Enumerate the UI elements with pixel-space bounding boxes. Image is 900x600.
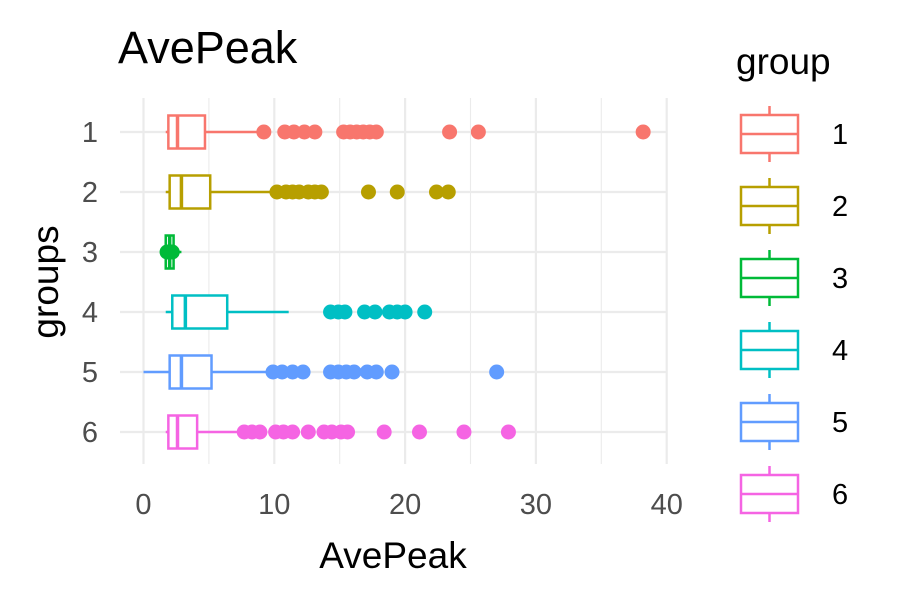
y-tick-label: 5 [82, 357, 98, 389]
legend-key-2: 2 [739, 178, 848, 234]
box-iqr [167, 414, 199, 450]
outlier-point [442, 124, 458, 140]
box-iqr [168, 354, 213, 390]
box-group-2 [165, 174, 456, 210]
outlier-point [274, 364, 290, 380]
legend-label: 2 [832, 191, 848, 223]
y-tick-label: 2 [82, 177, 98, 209]
box-group-6 [165, 414, 516, 450]
outlier-point [256, 124, 272, 140]
box-group-5 [143, 354, 505, 390]
y-tick-labels: 1 2 3 4 5 6 [82, 117, 98, 449]
outlier-point [367, 304, 383, 320]
legend-label: 4 [832, 335, 848, 367]
outlier-point [313, 184, 329, 200]
x-tick-labels: 0 10 20 30 40 [135, 489, 682, 521]
outlier-point [286, 124, 302, 140]
y-tick-label: 4 [82, 297, 98, 329]
outlier-point [360, 184, 376, 200]
outlier-point [411, 424, 427, 440]
outlier-point [384, 364, 400, 380]
outlier-point [635, 124, 651, 140]
box-iqr [168, 174, 212, 210]
legend-key-1: 1 [739, 106, 848, 162]
x-tick-label: 20 [389, 489, 421, 521]
legend-label: 1 [832, 119, 848, 151]
outlier-point [470, 124, 486, 140]
box-iqr [171, 294, 229, 330]
legend-key-5: 5 [739, 394, 848, 450]
box-group-4 [165, 294, 433, 330]
legend-label: 6 [832, 479, 848, 511]
y-tick-label: 3 [82, 237, 98, 269]
outlier-point [300, 424, 316, 440]
outlier-point [417, 304, 433, 320]
outlier-point [428, 184, 444, 200]
grid-lines [120, 98, 668, 464]
outlier-point [397, 304, 413, 320]
outlier-point [295, 364, 311, 380]
outlier-point [164, 244, 180, 260]
box-series [143, 114, 651, 450]
legend-key-3: 3 [739, 250, 848, 306]
x-tick-label: 0 [135, 489, 151, 521]
outlier-point [346, 364, 362, 380]
x-tick-label: 30 [520, 489, 552, 521]
outlier-point [340, 424, 356, 440]
box-group-1 [165, 114, 651, 150]
outlier-point [357, 304, 373, 320]
outlier-point [337, 304, 353, 320]
outlier-point [389, 184, 405, 200]
outlier-point [500, 424, 516, 440]
legend: 1 2 3 4 5 6 [739, 106, 848, 522]
x-tick-label: 10 [258, 489, 290, 521]
y-axis-title: groups [25, 225, 66, 338]
y-tick-label: 1 [82, 117, 98, 149]
outlier-point [252, 424, 268, 440]
legend-key-6: 6 [739, 466, 848, 522]
outlier-point [489, 364, 505, 380]
y-tick-label: 6 [82, 417, 98, 449]
x-axis-title: AvePeak [319, 535, 467, 576]
outlier-point [307, 124, 323, 140]
outlier-point [440, 184, 456, 200]
outlier-point [296, 124, 312, 140]
outlier-point [376, 424, 392, 440]
legend-title: group [736, 41, 831, 82]
outlier-point [285, 364, 301, 380]
x-tick-label: 40 [651, 489, 683, 521]
box-group-3 [159, 234, 182, 270]
legend-label: 5 [832, 407, 848, 439]
outlier-point [456, 424, 472, 440]
legend-label: 3 [832, 263, 848, 295]
box-iqr [167, 114, 207, 150]
outlier-point [368, 124, 384, 140]
legend-key-4: 4 [739, 322, 848, 378]
chart-title: AvePeak [118, 22, 298, 73]
outlier-point [368, 364, 384, 380]
outlier-point [285, 424, 301, 440]
